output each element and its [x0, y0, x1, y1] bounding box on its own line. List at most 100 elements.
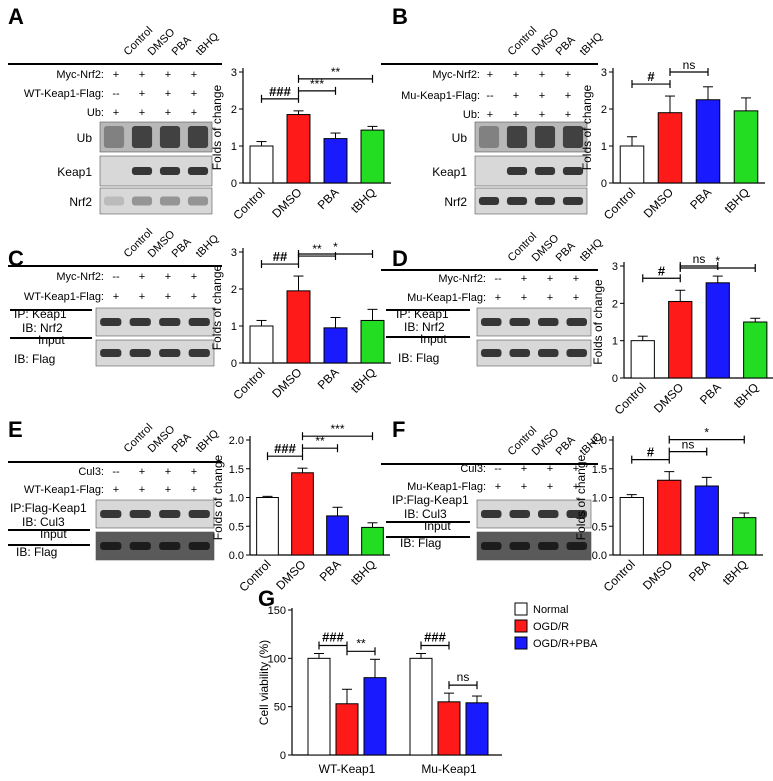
x-tick-label: tBHQ	[348, 557, 379, 588]
x-tick-label: PBA	[317, 557, 344, 584]
sig-label: *	[704, 426, 709, 440]
section-label: IB: Flag	[16, 545, 57, 559]
blot-band	[103, 196, 125, 206]
sig-label: ***	[310, 77, 324, 91]
blot-band	[566, 349, 588, 357]
y-tick-label: 0.0	[229, 550, 244, 562]
treatment-mark: +	[165, 291, 171, 303]
blot-band	[187, 167, 209, 175]
panel-letter: C	[8, 246, 24, 271]
blot-band	[480, 542, 502, 550]
y-tick-label: 2	[612, 298, 618, 310]
section-label: IB: Cul3	[22, 515, 65, 529]
blot-band	[159, 349, 181, 357]
treatment-row-label: Ub:	[463, 109, 480, 121]
sig-label: ##	[273, 249, 288, 264]
treatment-mark: +	[487, 109, 493, 121]
blot-band	[537, 510, 559, 518]
sig-label: ns	[683, 58, 696, 72]
treatment-row-label: Myc-Nrf2:	[432, 69, 480, 81]
section-label: IP:Flag-Keap1	[10, 501, 87, 515]
sig-label: ns	[682, 438, 695, 452]
blot-band	[509, 542, 531, 550]
sig-label: ***	[330, 422, 344, 436]
blot-band	[506, 167, 528, 175]
sig-label: *	[333, 240, 338, 254]
section-label: IP:Flag-Keap1	[392, 493, 469, 507]
blot-band	[100, 542, 122, 550]
treatment-mark: --	[112, 271, 120, 283]
y-tick-label: 1	[601, 141, 607, 153]
panel-letter: B	[392, 4, 408, 29]
treatment-row-label: WT-Keap1-Flag:	[24, 88, 104, 100]
blot-band	[131, 167, 153, 175]
y-tick-label: 1	[612, 336, 618, 348]
legend-swatch	[514, 619, 528, 633]
y-axis-title: Folds of change	[210, 84, 224, 170]
section-label: Input	[420, 332, 447, 346]
x-tick-label: DMSO	[641, 185, 676, 220]
y-tick-label: 3	[231, 67, 237, 79]
blot-band	[509, 510, 531, 518]
blot-band	[187, 196, 209, 206]
blot-band	[159, 167, 181, 175]
x-tick-label: tBHQ	[720, 557, 751, 588]
treatment-row-label: Mu-Keap1-Flag:	[407, 292, 486, 304]
sig-label: ###	[322, 630, 344, 645]
bar-pba	[695, 99, 721, 184]
bar-dmso	[668, 300, 693, 379]
treatment-mark: +	[191, 88, 197, 100]
treatment-row-label: WT-Keap1-Flag:	[24, 484, 104, 496]
treatment-row-label: Ub:	[87, 107, 104, 119]
bar-ogd-r	[335, 703, 359, 756]
treatment-mark: +	[513, 109, 519, 121]
y-axis-title: Folds of change	[211, 454, 225, 540]
treatment-mark: +	[113, 107, 119, 119]
treatment-mark: +	[521, 481, 527, 493]
bar-pba	[705, 282, 730, 379]
sig-label: #	[647, 69, 655, 84]
blot-band	[480, 510, 502, 518]
y-tick-label: 2	[231, 284, 237, 296]
blot-band	[188, 318, 210, 326]
treatment-mark: --	[112, 88, 120, 100]
blot-band	[129, 510, 151, 518]
treatment-mark: +	[547, 292, 553, 304]
blot-band	[100, 510, 122, 518]
bar-dmso	[657, 112, 683, 184]
treatment-mark: +	[139, 88, 145, 100]
sig-label: ###	[269, 84, 291, 99]
blot-band	[100, 349, 122, 357]
blot-band	[159, 318, 181, 326]
treatment-mark: +	[165, 69, 171, 81]
blot-label: Ub	[77, 131, 93, 145]
treatment-mark: +	[521, 463, 527, 475]
blot-band	[187, 126, 209, 148]
sig-label: **	[356, 636, 366, 650]
bar-pba	[323, 327, 348, 364]
y-tick-label: 150	[268, 605, 286, 617]
blot-band	[537, 349, 559, 357]
bar-control	[249, 325, 274, 364]
sig-label: ns	[693, 252, 706, 266]
treatment-row-label: Myc-Nrf2:	[56, 271, 104, 283]
bar-dmso	[286, 290, 311, 364]
section-label: IB: Flag	[398, 351, 439, 365]
treatment-mark: +	[191, 271, 197, 283]
condition-header: tBHQ	[578, 30, 606, 58]
blot-band	[537, 318, 559, 326]
x-tick-label: tBHQ	[721, 185, 752, 216]
x-tick-label: tBHQ	[731, 380, 762, 411]
blot-band	[537, 542, 559, 550]
bar-tbhq	[743, 321, 768, 379]
treatment-mark: +	[113, 484, 119, 496]
blot-band	[131, 126, 153, 148]
panel-letter: D	[392, 246, 408, 271]
treatment-mark: +	[165, 484, 171, 496]
blot-band	[534, 167, 556, 175]
blot-band	[509, 349, 531, 357]
condition-header: tBHQ	[194, 232, 222, 260]
y-tick-label: 0	[612, 373, 618, 385]
